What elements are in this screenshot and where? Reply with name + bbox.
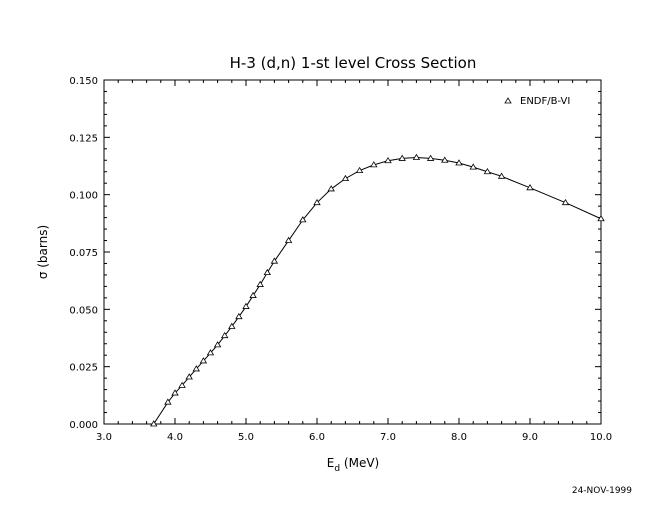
data-point-triangle bbox=[149, 420, 158, 427]
data-point-triangle bbox=[164, 398, 172, 405]
x-tick-label: 6.0 bbox=[309, 432, 325, 443]
y-axis-label: σ (barns) bbox=[36, 225, 50, 279]
data-point-triangle bbox=[526, 184, 534, 191]
legend-marker-triangle bbox=[504, 97, 512, 104]
x-tick-label: 9.0 bbox=[522, 432, 538, 443]
y-tick-label: 0.050 bbox=[69, 305, 98, 316]
data-point-triangle bbox=[270, 257, 279, 264]
data-point-triangle bbox=[228, 322, 236, 329]
data-point-triangle bbox=[220, 331, 229, 339]
x-axis-label-subscript: d bbox=[334, 464, 340, 474]
y-tick-label: 0.075 bbox=[69, 248, 98, 259]
data-point-triangle bbox=[455, 159, 463, 166]
data-point-triangle bbox=[384, 156, 392, 164]
x-axis-label: Ed (MeV) bbox=[327, 456, 379, 474]
data-point-triangle bbox=[355, 166, 364, 173]
legend: ENDF/B-VI bbox=[504, 96, 570, 107]
x-tick-label: 8.0 bbox=[451, 432, 467, 443]
footer-date: 24-NOV-1999 bbox=[572, 486, 632, 496]
x-tick-label: 5.0 bbox=[238, 432, 254, 443]
data-point-triangle bbox=[313, 198, 321, 206]
data-point-triangle bbox=[185, 373, 193, 380]
x-axis-ticks: 3.0 4.0 5.0 6.0 7.0 8.0 9.0 10.0 bbox=[96, 80, 612, 443]
x-axis-label-main: E bbox=[327, 456, 335, 470]
y-tick-label: 0.000 bbox=[69, 420, 98, 431]
data-point-triangle bbox=[199, 357, 208, 364]
data-point-triangle bbox=[171, 389, 179, 396]
data-point-triangle bbox=[426, 154, 435, 161]
series-layer bbox=[149, 153, 605, 427]
data-point-triangle bbox=[469, 163, 477, 170]
data-point-triangle bbox=[242, 302, 250, 309]
data-point-triangle bbox=[327, 185, 335, 192]
data-point-triangle bbox=[398, 154, 406, 161]
data-point-triangle bbox=[370, 161, 378, 168]
x-tick-label: 3.0 bbox=[96, 432, 112, 443]
data-point-triangle bbox=[483, 167, 492, 175]
data-point-triangle bbox=[256, 280, 264, 287]
x-tick-label: 10.0 bbox=[590, 432, 612, 443]
chart-title: H-3 (d,n) 1-st level Cross Section bbox=[230, 54, 477, 72]
data-point-triangle bbox=[441, 156, 449, 163]
legend-label: ENDF/B-VI bbox=[520, 96, 570, 107]
y-tick-label: 0.125 bbox=[69, 133, 98, 144]
x-tick-label: 7.0 bbox=[380, 432, 396, 443]
data-point-triangle bbox=[213, 341, 222, 348]
x-axis-label-unit: (MeV) bbox=[340, 456, 379, 470]
data-point-triangle bbox=[561, 198, 570, 206]
data-point-triangle bbox=[206, 349, 215, 356]
data-point-triangle bbox=[341, 174, 350, 182]
data-point-triangle bbox=[178, 381, 186, 388]
data-point-triangle bbox=[235, 312, 243, 320]
data-point-triangle bbox=[192, 365, 201, 372]
y-tick-label: 0.150 bbox=[69, 76, 98, 87]
data-point-triangle bbox=[412, 153, 421, 160]
y-tick-label: 0.100 bbox=[69, 191, 98, 202]
data-point-triangle bbox=[497, 172, 506, 179]
y-axis-ticks: 0.000 0.025 0.050 0.075 0.100 0.125 0.150 bbox=[69, 76, 601, 431]
data-point-triangle bbox=[299, 216, 307, 223]
y-tick-label: 0.025 bbox=[69, 363, 98, 374]
data-point-triangle bbox=[597, 214, 605, 222]
x-tick-label: 4.0 bbox=[167, 432, 183, 443]
data-point-triangle bbox=[263, 268, 272, 276]
data-point-triangle bbox=[249, 291, 257, 298]
data-point-triangle bbox=[284, 236, 293, 243]
